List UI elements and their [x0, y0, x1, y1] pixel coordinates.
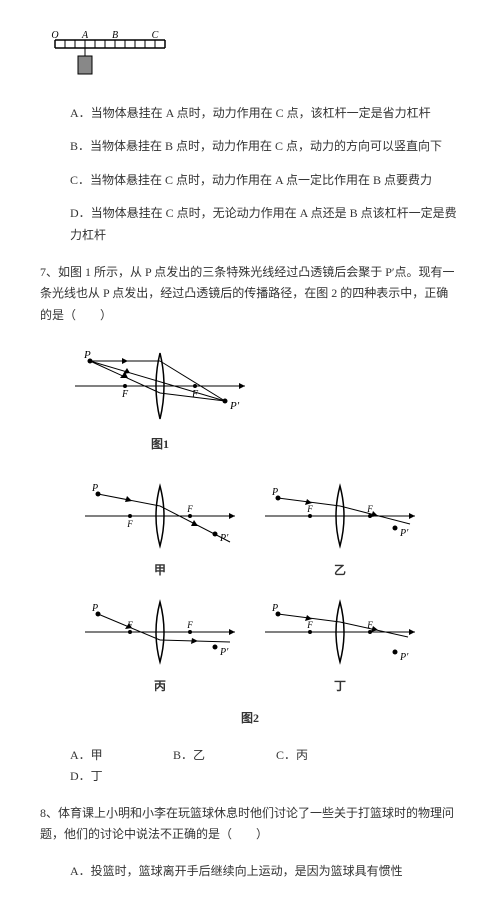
sub-figure-yi: F F P P′ 乙 [260, 476, 420, 582]
q7-text: 7、如图 1 所示，从 P 点发出的三条特殊光线经过凸透镜后会聚于 P′点。现有… [40, 262, 460, 327]
q7-option-D: D．丁 [70, 766, 170, 788]
q7-options: A．甲 B．乙 C．丙 D．丁 [70, 745, 460, 788]
lever-label-B: B [112, 30, 118, 41]
q6-option-B: B．当物体悬挂在 B 点时，动力作用在 C 点，动力的方向可以竖直向下 [70, 136, 460, 158]
svg-text:P: P [271, 603, 278, 614]
svg-text:P: P [91, 483, 98, 494]
svg-text:P′: P′ [399, 528, 409, 539]
svg-text:P′: P′ [399, 652, 409, 663]
q8-option-A: A．投篮时，篮球离开手后继续向上运动，是因为篮球具有惯性 [70, 861, 460, 883]
q7-option-B: B．乙 [173, 745, 273, 767]
svg-text:P′: P′ [229, 400, 240, 412]
q8-text: 8、体育课上小明和小李在玩篮球休息时他们讨论了一些关于打篮球时的物理问题，他们的… [40, 803, 460, 846]
svg-text:F: F [306, 620, 313, 630]
figure-1-label: 图1 [70, 434, 250, 456]
svg-text:F: F [186, 620, 193, 630]
svg-text:F: F [366, 504, 373, 514]
figure-1: F F P P′ 图1 [70, 341, 460, 455]
sub-figure-jia: F F P P′ 甲 [80, 476, 240, 582]
lever-label-C: C [152, 30, 159, 41]
q6-option-A: A．当物体悬挂在 A 点时，动力作用在 C 点，该杠杆一定是省力杠杆 [70, 103, 460, 125]
sub-figure-ding: F F P P′ 丁 [260, 592, 420, 698]
q6-option-C: C．当物体悬挂在 C 点时，动力作用在 A 点一定比作用在 B 点要费力 [70, 170, 460, 192]
figure-2: F F P P′ 甲 F F [70, 471, 460, 730]
svg-text:F: F [121, 389, 129, 400]
q6-option-D: D．当物体悬挂在 C 点时，无论动力作用在 A 点还是 B 点该杠杆一定是费力杠… [70, 203, 460, 246]
lever-diagram: O A B C [50, 30, 460, 88]
svg-text:F: F [186, 504, 193, 514]
svg-text:P: P [91, 603, 98, 614]
svg-text:P′: P′ [219, 647, 229, 658]
sub-figure-bing: F F P P′ 丙 [80, 592, 240, 698]
lever-label-O: O [51, 30, 58, 41]
svg-text:P: P [83, 349, 91, 361]
q7-option-A: A．甲 [70, 745, 170, 767]
figure-2-label: 图2 [70, 708, 430, 730]
svg-text:P: P [271, 487, 278, 498]
svg-text:F: F [306, 504, 313, 514]
svg-text:F: F [126, 519, 133, 529]
q7-option-C: C．丙 [276, 745, 376, 767]
lever-label-A: A [81, 30, 89, 41]
svg-text:F: F [191, 389, 199, 400]
